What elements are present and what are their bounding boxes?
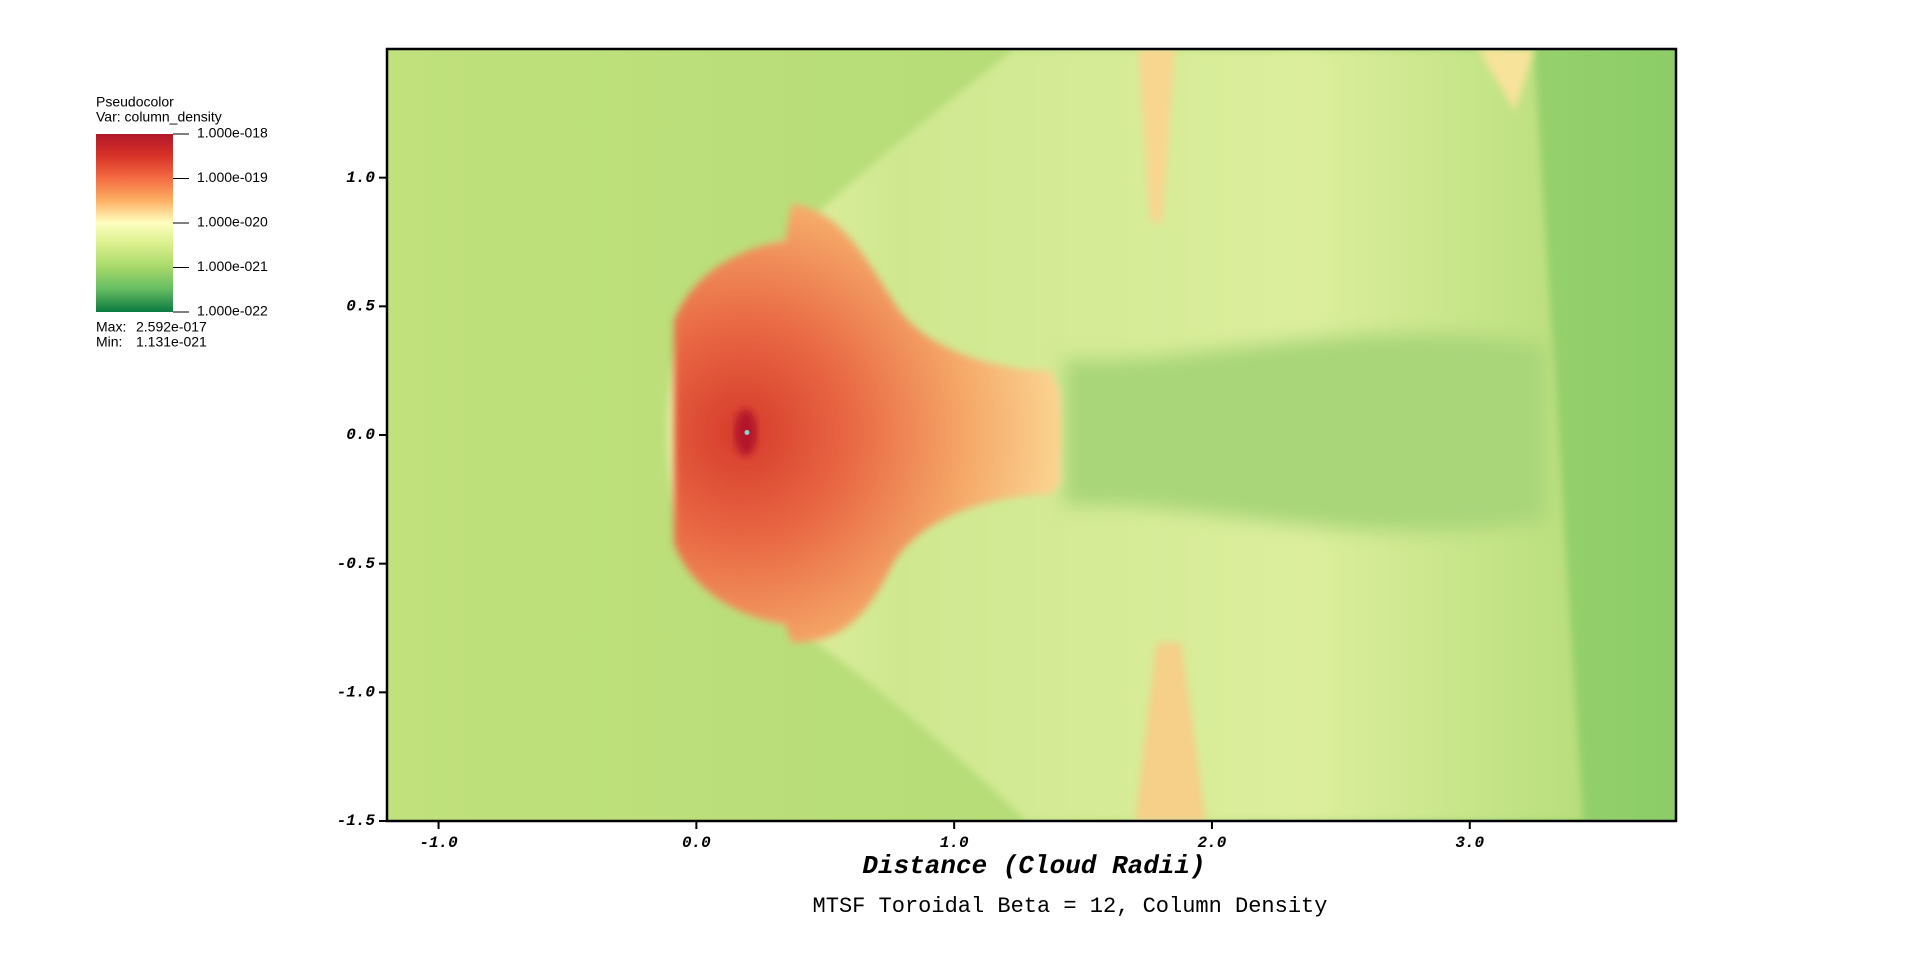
legend-tick-label: 1.000e-019 bbox=[197, 169, 268, 185]
y-tick-label: -0.5 bbox=[337, 555, 376, 573]
chart-title: MTSF Toroidal Beta = 12, Column Density bbox=[813, 894, 1328, 919]
y-tick-label: -1.5 bbox=[337, 812, 376, 830]
color-bar bbox=[96, 134, 173, 312]
legend-min-label: Min: bbox=[96, 334, 122, 350]
x-tick-label: 0.0 bbox=[682, 834, 711, 852]
density-map bbox=[387, 49, 1676, 821]
x-tick-label: -1.0 bbox=[419, 834, 458, 852]
legend-min: 1.131e-021 bbox=[136, 334, 207, 350]
legend-tick-label: 1.000e-021 bbox=[197, 258, 268, 274]
legend-tick-label: 1.000e-022 bbox=[197, 303, 268, 319]
x-axis-label: Distance (Cloud Radii) bbox=[862, 851, 1205, 881]
legend-title: Pseudocolor bbox=[96, 94, 174, 110]
x-tick-label: 1.0 bbox=[940, 834, 969, 852]
legend-max-label: Max: bbox=[96, 319, 126, 335]
legend-tick-label: 1.000e-018 bbox=[197, 125, 268, 141]
y-tick-label: -1.0 bbox=[337, 684, 376, 702]
x-tick-label: 2.0 bbox=[1198, 834, 1227, 852]
legend-max: 2.592e-017 bbox=[136, 319, 207, 335]
legend-tick-label: 1.000e-020 bbox=[197, 214, 268, 230]
y-tick-label: 0.0 bbox=[346, 426, 375, 444]
legend-variable: Var: column_density bbox=[96, 109, 222, 125]
y-tick-label: 0.5 bbox=[346, 298, 375, 316]
x-tick-label: 3.0 bbox=[1455, 834, 1484, 852]
y-tick-label: 1.0 bbox=[346, 169, 375, 187]
